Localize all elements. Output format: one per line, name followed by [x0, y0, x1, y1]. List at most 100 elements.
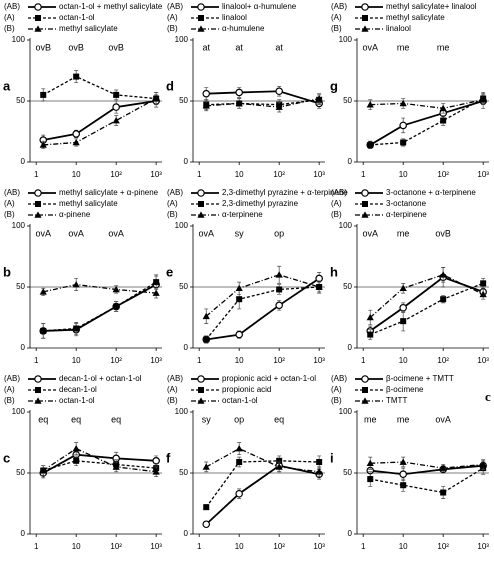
- legend-label: linalool+ α-humulene: [222, 2, 297, 11]
- marker: [39, 288, 47, 295]
- legend-label: decan-1-ol: [59, 385, 97, 394]
- marker: [439, 104, 447, 112]
- x-tick-label: 10²: [273, 356, 285, 365]
- annotation: eq: [71, 414, 81, 424]
- marker: [34, 375, 42, 383]
- marker: [34, 189, 42, 197]
- legend-label: methyl salicylate+ linalool: [386, 2, 477, 11]
- marker: [112, 103, 120, 111]
- marker: [235, 284, 243, 292]
- y-tick-label: 100: [339, 35, 353, 44]
- marker: [479, 290, 487, 298]
- legend-key: (A): [331, 199, 342, 208]
- x-tick-label: 10: [72, 356, 81, 365]
- legend-label: α-humulene: [222, 24, 265, 33]
- x-tick-label: 10: [399, 356, 408, 365]
- marker: [361, 189, 369, 197]
- x-tick-label: 10³: [477, 542, 489, 551]
- marker: [73, 325, 80, 332]
- series-line: [206, 97, 320, 108]
- marker: [202, 89, 211, 98]
- series-line: [205, 447, 320, 473]
- marker: [367, 141, 374, 148]
- series-line: [205, 460, 320, 508]
- x-tick-label: 1: [361, 170, 366, 179]
- x-tick-label: 10³: [313, 170, 325, 179]
- marker: [198, 201, 204, 207]
- marker: [112, 116, 120, 124]
- annotation: op: [274, 228, 284, 238]
- x-tick-label: 10²: [110, 170, 122, 179]
- marker: [39, 141, 47, 148]
- panel-label: h: [330, 264, 338, 279]
- marker: [236, 459, 243, 466]
- legend-label: octan-1-ol + methyl salicylate: [59, 2, 163, 11]
- y-tick-label: 50: [179, 468, 188, 477]
- y-tick-label: 50: [343, 282, 352, 291]
- legend-label: octan-1-ol: [59, 396, 95, 405]
- marker: [40, 327, 47, 334]
- marker: [203, 504, 210, 511]
- x-tick-label: 10³: [477, 356, 489, 365]
- marker: [202, 312, 210, 320]
- y-tick-label: 0: [21, 157, 26, 166]
- panel-label: a: [3, 78, 11, 93]
- legend-key: (AB): [167, 188, 183, 197]
- legend-label: β-ocimene: [386, 385, 424, 394]
- series-line: [42, 453, 157, 474]
- marker: [34, 3, 42, 11]
- marker: [236, 296, 243, 303]
- marker: [275, 87, 283, 96]
- legend-key: (B): [331, 210, 342, 219]
- y-tick-label: 100: [12, 35, 26, 44]
- marker: [197, 25, 205, 32]
- marker: [40, 91, 47, 98]
- x-tick-label: 10: [235, 356, 244, 365]
- legend-label: octan-1-ol: [222, 396, 258, 405]
- legend-label: propionic acid: [222, 385, 271, 394]
- panel-label: f: [166, 450, 171, 465]
- annotation: ovA: [108, 228, 124, 238]
- marker: [366, 459, 374, 467]
- marker: [197, 189, 205, 197]
- y-tick-label: 50: [343, 96, 352, 105]
- y-tick-label: 0: [184, 157, 189, 166]
- marker: [315, 283, 323, 290]
- marker: [361, 3, 369, 11]
- marker: [440, 117, 447, 124]
- series-line: [370, 97, 484, 146]
- series-line: [369, 282, 484, 336]
- marker: [73, 457, 80, 464]
- x-tick-label: 10²: [273, 170, 285, 179]
- series-line: [205, 464, 320, 525]
- legend-key: (AB): [331, 374, 347, 383]
- y-tick-label: 100: [339, 221, 353, 230]
- marker: [362, 15, 368, 21]
- series-line: [206, 90, 320, 105]
- marker: [152, 289, 160, 296]
- y-tick-label: 0: [348, 343, 353, 352]
- marker: [202, 463, 210, 470]
- legend-key: (AB): [167, 374, 183, 383]
- y-tick-label: 0: [184, 343, 189, 352]
- y-tick-label: 0: [348, 529, 353, 538]
- x-tick-label: 10²: [273, 542, 285, 551]
- marker: [112, 285, 120, 293]
- marker: [361, 211, 369, 218]
- series-line: [43, 460, 157, 472]
- marker: [440, 489, 447, 496]
- marker: [275, 271, 283, 278]
- marker: [152, 94, 160, 102]
- marker: [197, 375, 205, 383]
- annotation: at: [202, 42, 210, 52]
- y-tick-label: 0: [21, 343, 26, 352]
- annotation: eq: [274, 414, 284, 424]
- marker: [112, 463, 120, 470]
- y-tick-label: 100: [175, 221, 189, 230]
- series-line: [370, 464, 484, 476]
- legend-key: (A): [331, 13, 342, 22]
- y-tick-label: 0: [348, 157, 353, 166]
- marker: [276, 457, 283, 464]
- marker: [400, 318, 407, 325]
